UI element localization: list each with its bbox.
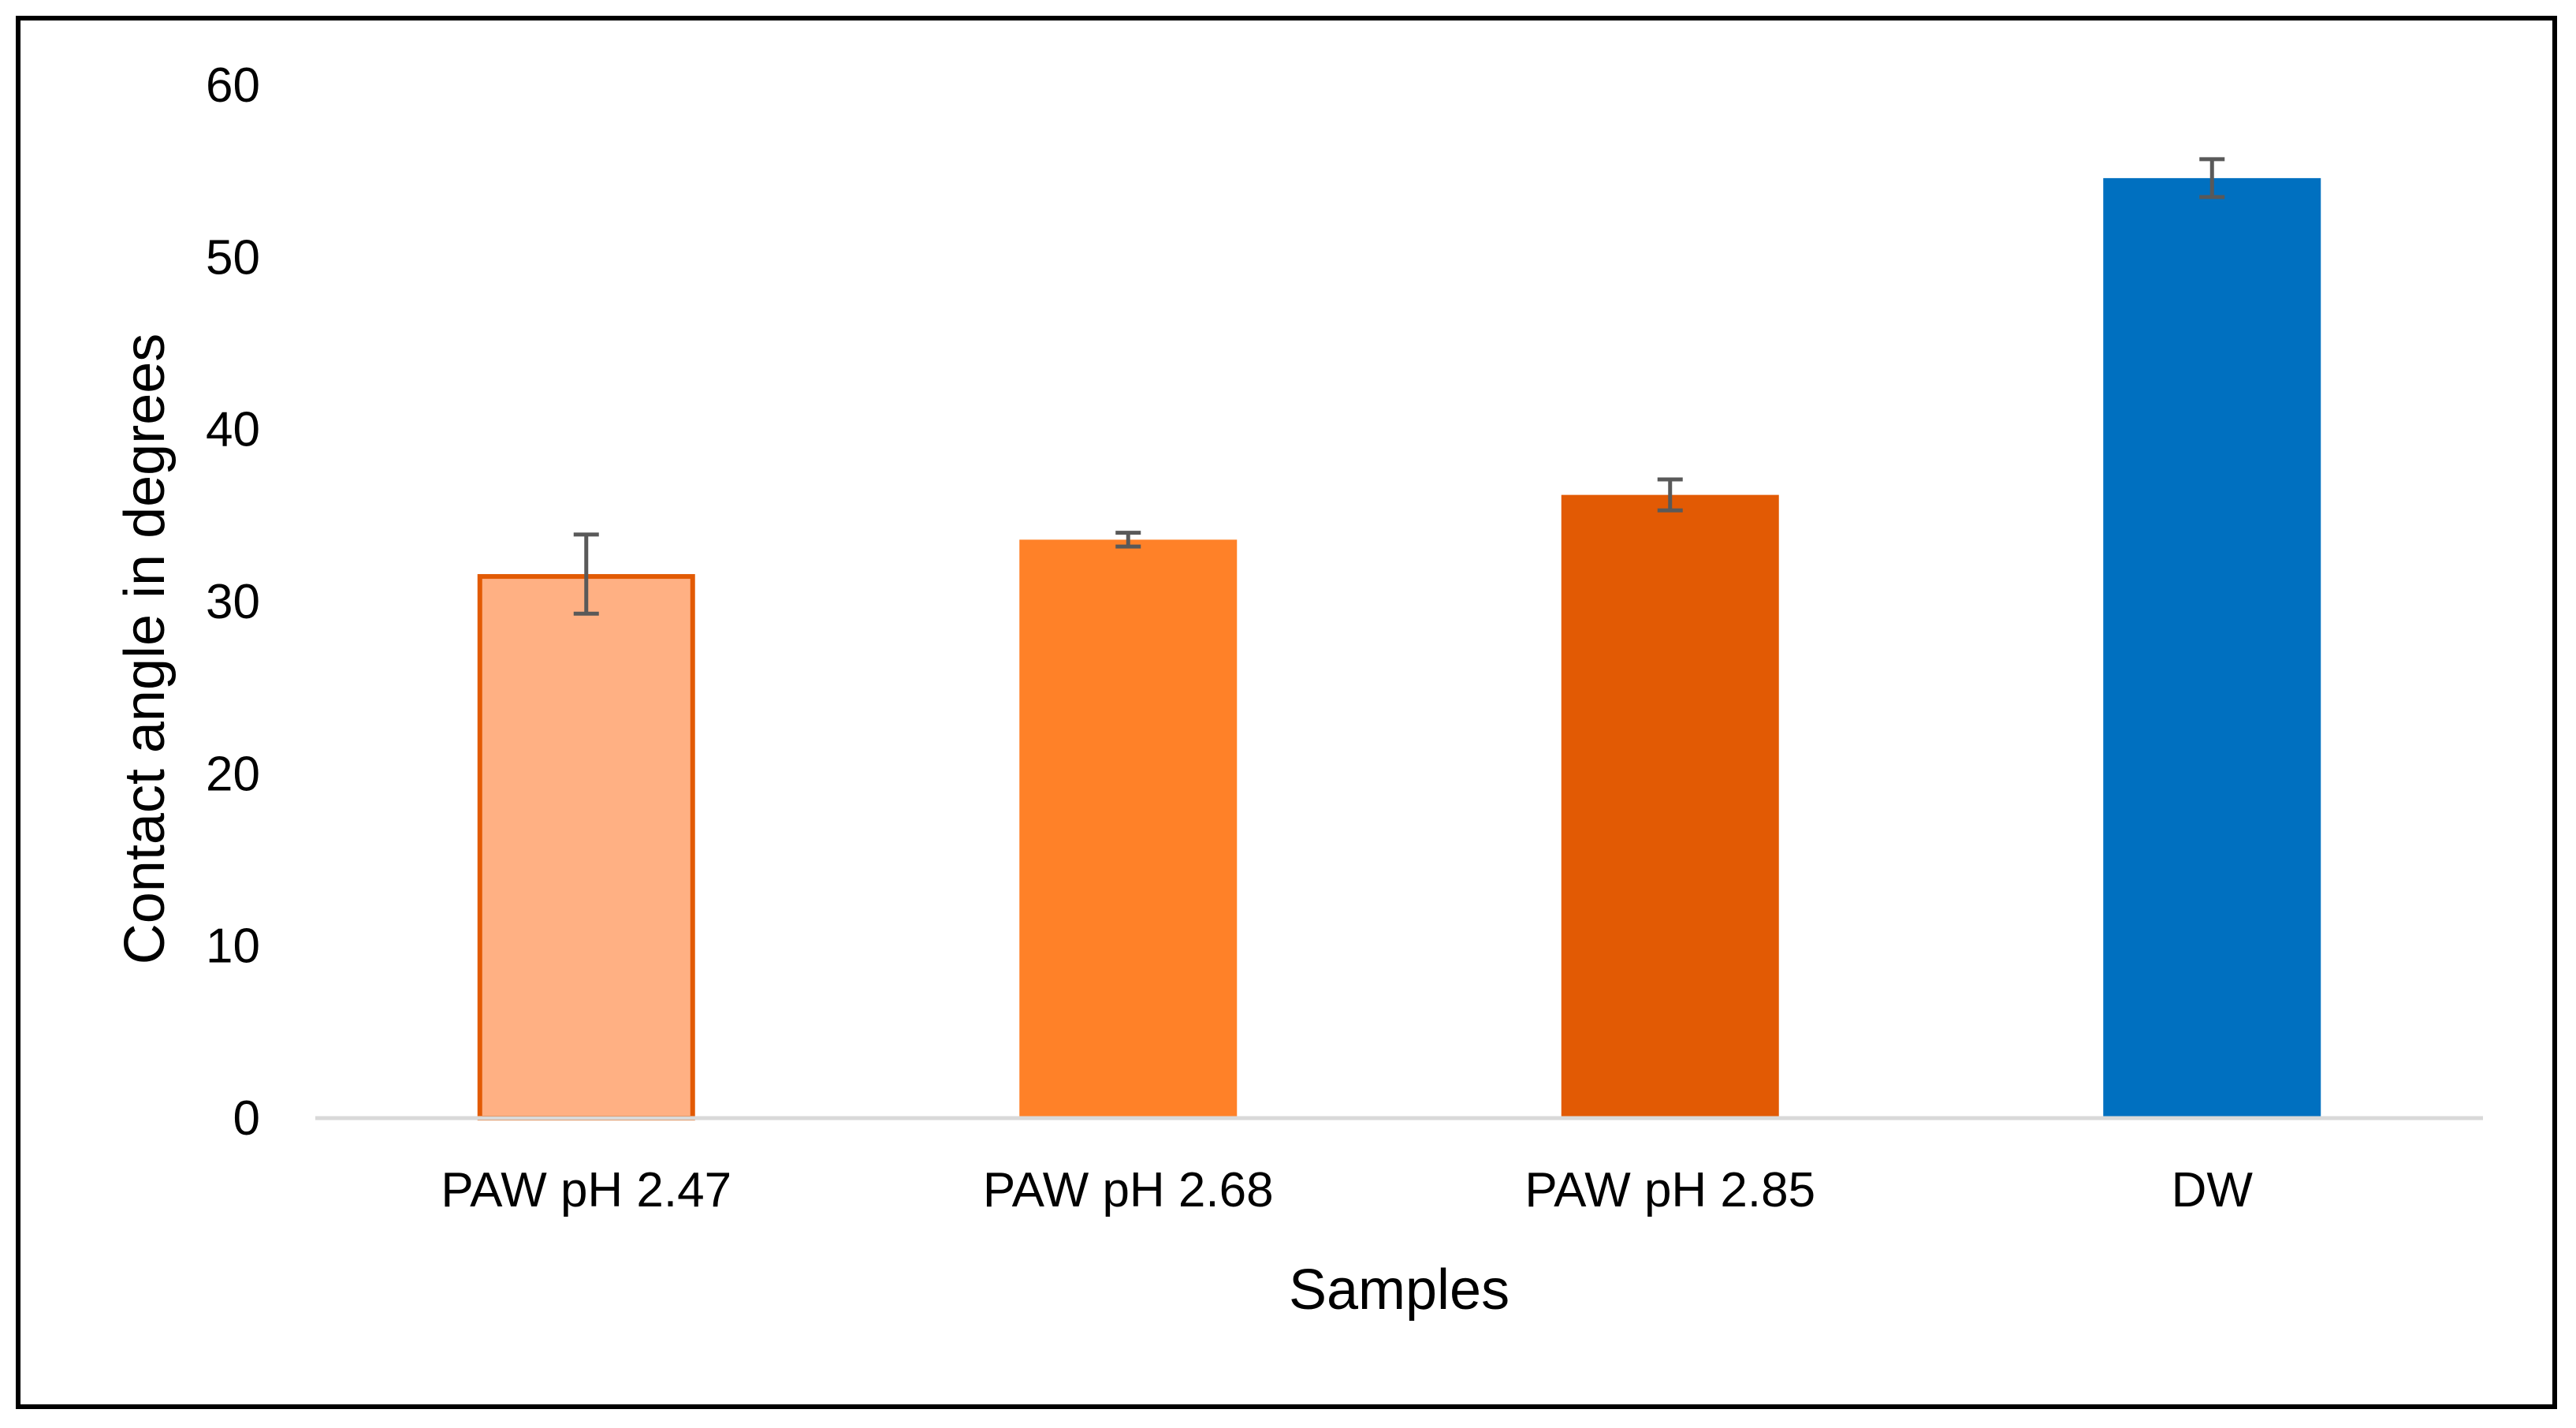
y-tick-label: 30 xyxy=(206,575,260,629)
bar-1 xyxy=(1019,539,1238,1118)
error-bar-1 xyxy=(1115,531,1141,549)
y-tick-label: 10 xyxy=(206,919,260,974)
x-tick-label: PAW pH 2.85 xyxy=(1524,1163,1815,1217)
error-bar-3 xyxy=(2199,157,2225,199)
x-tick-label: PAW pH 2.68 xyxy=(983,1163,1274,1217)
error-bars-layer xyxy=(573,157,2225,616)
y-tick-label: 20 xyxy=(206,747,260,801)
x-axis-tick-labels: PAW pH 2.47 PAW pH 2.68 PAW pH 2.85 DW xyxy=(441,1163,2253,1217)
y-tick-label: 40 xyxy=(206,403,260,457)
y-tick-label: 60 xyxy=(206,58,260,113)
y-tick-label: 0 xyxy=(233,1091,260,1146)
x-axis-title: Samples xyxy=(1289,1258,1509,1322)
bars-layer xyxy=(477,177,2321,1120)
bar-2 xyxy=(1561,494,1779,1118)
bar-0 xyxy=(477,574,695,1120)
error-bar-2 xyxy=(1657,477,1683,513)
error-bar-0 xyxy=(573,532,599,616)
y-axis-title: Contact angle in degrees xyxy=(114,334,177,965)
x-tick-label: PAW pH 2.47 xyxy=(441,1163,731,1217)
y-tick-label: 50 xyxy=(206,230,260,285)
y-axis-tick-labels: 0 10 20 30 40 50 60 xyxy=(206,58,260,1146)
x-tick-label: DW xyxy=(2172,1163,2254,1217)
bar-3 xyxy=(2103,177,2321,1118)
